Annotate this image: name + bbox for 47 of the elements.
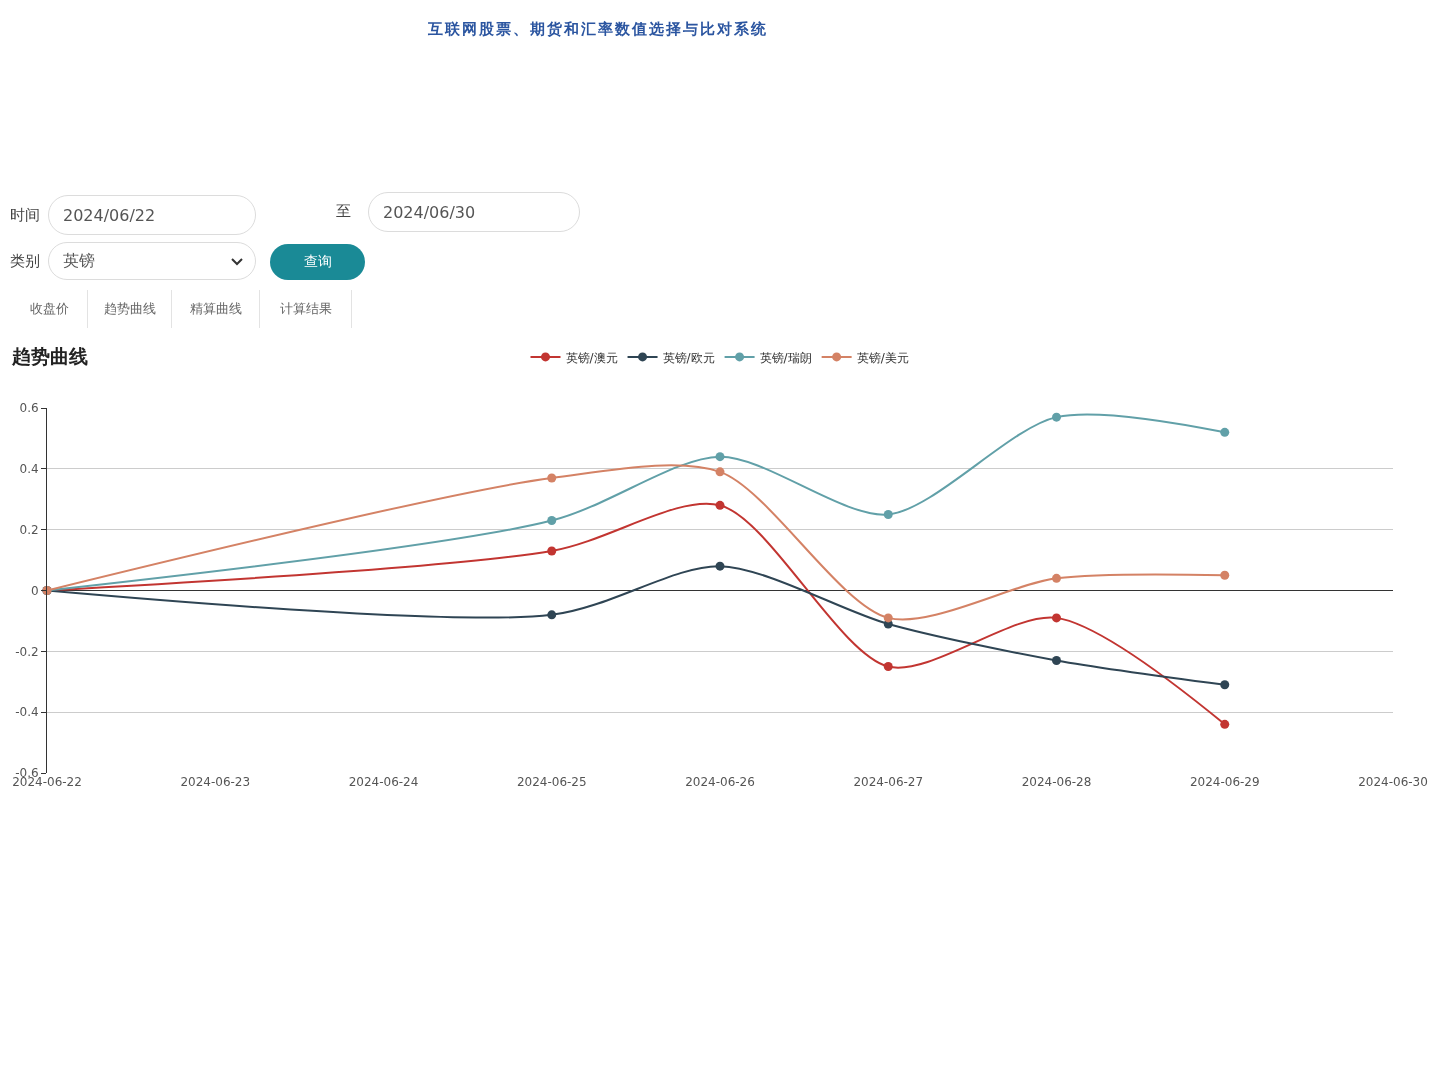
- point: [547, 516, 557, 526]
- text: 类别: [10, 252, 40, 271]
- x-tick-label: 2024-06-29: [1189, 775, 1260, 789]
- chart-title: 趋势曲线: [10, 344, 88, 367]
- point: [1220, 719, 1230, 729]
- point: [547, 473, 557, 483]
- y-tick-label: 0: [30, 583, 39, 598]
- legend-label: 英镑/欧元: [662, 350, 715, 365]
- point: [1220, 680, 1230, 690]
- text: 时间: [10, 206, 40, 225]
- x-tick-label: 2024-06-27: [853, 775, 924, 789]
- x-tick-label: 2024-06-24: [348, 775, 419, 789]
- tab: 计算结果: [260, 290, 352, 328]
- point: [883, 662, 893, 672]
- point: [1052, 573, 1061, 583]
- text: 至: [336, 202, 351, 221]
- x-tick-label: 2024-06-23: [180, 775, 251, 789]
- y-tick-label: 0.4: [19, 462, 39, 477]
- point: [1052, 412, 1061, 422]
- y-tick-label: -0.4: [15, 705, 39, 720]
- tab: 精算曲线: [172, 290, 260, 328]
- point: [1052, 613, 1061, 623]
- point: [715, 452, 725, 462]
- x-tick-label: 2024-06-28: [1021, 775, 1092, 789]
- point: [1220, 570, 1230, 580]
- y-tick-label: 0.2: [19, 522, 39, 537]
- point: [1052, 655, 1061, 665]
- point: [547, 546, 557, 556]
- legend-label: 英镑/瑞朗: [759, 350, 812, 365]
- point: [715, 467, 725, 477]
- point: [547, 610, 557, 620]
- x-tick-label: 2024-06-26: [685, 775, 755, 789]
- tab: 收盘价: [12, 290, 88, 328]
- text: 互联网股票、期货和汇率数值选择与比对系统: [426, 20, 769, 39]
- x-tick-label: 2024-06-25: [516, 775, 587, 789]
- point: [715, 561, 725, 571]
- x-tick-label: 2024-06-30: [1358, 775, 1428, 789]
- y-tick-label: -0.2: [15, 644, 39, 659]
- button: 查询: [270, 244, 365, 280]
- point: [883, 509, 893, 519]
- y-tick-label: 0.6: [19, 401, 39, 416]
- point: [883, 613, 893, 623]
- point: [1220, 427, 1230, 437]
- legend-label: 英镑/美元: [856, 350, 909, 365]
- point: [715, 500, 725, 510]
- tab: 趋势曲线: [88, 290, 172, 328]
- legend-label: 英镑/澳元: [565, 350, 618, 365]
